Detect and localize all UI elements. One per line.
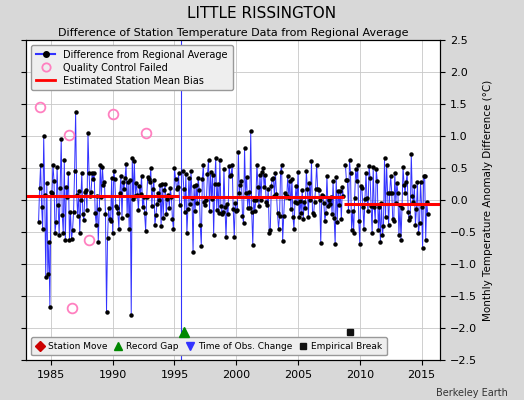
Title: Difference of Station Temperature Data from Regional Average: Difference of Station Temperature Data f…	[58, 28, 408, 38]
Text: LITTLE RISSINGTON: LITTLE RISSINGTON	[188, 6, 336, 21]
Legend: Station Move, Record Gap, Time of Obs. Change, Empirical Break: Station Move, Record Gap, Time of Obs. C…	[31, 338, 387, 356]
Text: Berkeley Earth: Berkeley Earth	[436, 388, 508, 398]
Y-axis label: Monthly Temperature Anomaly Difference (°C): Monthly Temperature Anomaly Difference (…	[483, 79, 493, 321]
